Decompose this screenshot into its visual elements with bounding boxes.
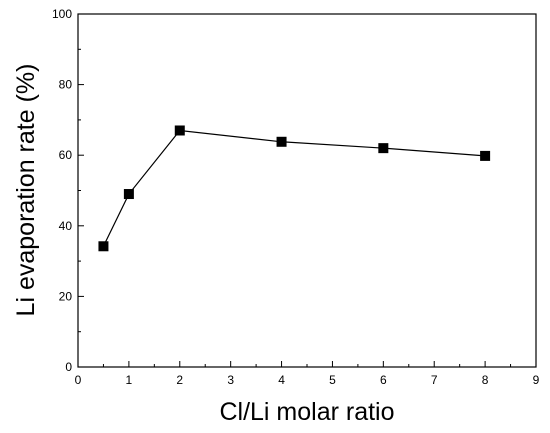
x-tick-label: 6 bbox=[380, 373, 387, 387]
x-tick-label: 4 bbox=[278, 373, 285, 387]
y-tick-label: 20 bbox=[59, 289, 73, 303]
x-tick-label: 1 bbox=[126, 373, 133, 387]
x-tick-label: 5 bbox=[329, 373, 336, 387]
x-tick-label: 0 bbox=[75, 373, 82, 387]
y-axis-title: Li evaporation rate (%) bbox=[12, 64, 40, 317]
y-tick-label: 60 bbox=[59, 148, 73, 162]
data-point bbox=[480, 150, 491, 161]
data-point bbox=[123, 189, 134, 200]
data-point bbox=[98, 241, 109, 252]
y-tick-label: 0 bbox=[65, 360, 72, 374]
data-point bbox=[174, 125, 185, 136]
series-line bbox=[102, 129, 486, 247]
x-tick-label: 2 bbox=[176, 373, 183, 387]
y-tick-label: 40 bbox=[59, 219, 73, 233]
data-point bbox=[378, 143, 389, 154]
x-tick-label: 7 bbox=[431, 373, 438, 387]
x-tick-label: 8 bbox=[482, 373, 489, 387]
ticks-layer: 0 1 2 3 4 5 6 7 8 9 0 20 40 60 80 100 bbox=[52, 7, 540, 387]
series-layer bbox=[98, 125, 491, 252]
x-tick-label: 9 bbox=[533, 373, 540, 387]
x-axis-title: Cl/Li molar ratio bbox=[219, 398, 394, 426]
data-point bbox=[276, 136, 287, 147]
y-tick-label: 80 bbox=[59, 78, 73, 92]
x-tick-label: 3 bbox=[227, 373, 234, 387]
y-tick-label: 100 bbox=[52, 7, 72, 21]
plot-frame bbox=[77, 13, 537, 368]
